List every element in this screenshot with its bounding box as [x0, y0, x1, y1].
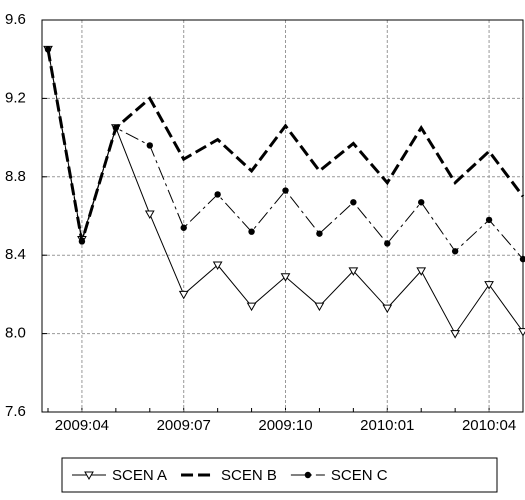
marker — [316, 230, 323, 237]
marker — [112, 124, 120, 131]
marker — [519, 255, 525, 263]
marker — [282, 187, 289, 194]
marker — [178, 290, 189, 300]
x-tick-label: 2010:01 — [360, 417, 414, 434]
plot-frame — [41, 19, 524, 413]
marker — [44, 46, 52, 53]
marker — [314, 302, 325, 312]
marker — [384, 240, 391, 247]
marker — [485, 216, 493, 224]
y-tick-label: 8.4 — [5, 246, 26, 263]
legend-label: SCEN C — [331, 467, 388, 484]
marker — [451, 248, 459, 255]
marker — [248, 228, 255, 235]
marker — [350, 199, 357, 206]
marker — [144, 210, 155, 220]
y-tick-label: 7.6 — [5, 403, 26, 420]
x-tick-label: 2010:04 — [462, 417, 516, 434]
marker — [416, 267, 427, 276]
y-tick-label: 9.2 — [5, 89, 26, 106]
marker — [450, 330, 461, 339]
marker — [84, 471, 94, 481]
marker — [214, 191, 221, 198]
marker — [382, 304, 393, 314]
legend-frame — [61, 457, 498, 493]
legend-label: SCEN A — [112, 467, 167, 484]
marker — [348, 267, 359, 276]
legend-label: SCEN B — [221, 467, 277, 484]
series-line — [47, 49, 524, 260]
marker — [180, 224, 187, 231]
marker — [280, 273, 291, 282]
x-tick-label: 2009:04 — [55, 417, 109, 434]
y-tick-label: 8.8 — [5, 168, 26, 185]
marker — [146, 142, 153, 149]
x-tick-label: 2009:10 — [258, 417, 312, 434]
x-tick-label: 2009:07 — [157, 417, 211, 434]
y-tick-label: 9.6 — [5, 11, 26, 28]
marker — [212, 261, 223, 271]
marker — [304, 471, 312, 479]
marker — [518, 328, 525, 337]
series-line — [46, 49, 525, 242]
marker — [246, 302, 257, 312]
marker — [418, 199, 425, 206]
y-tick-label: 8.0 — [5, 325, 26, 342]
marker — [78, 238, 86, 245]
legend: SCEN A SCEN B SCEN C — [61, 457, 498, 493]
marker — [484, 281, 494, 290]
